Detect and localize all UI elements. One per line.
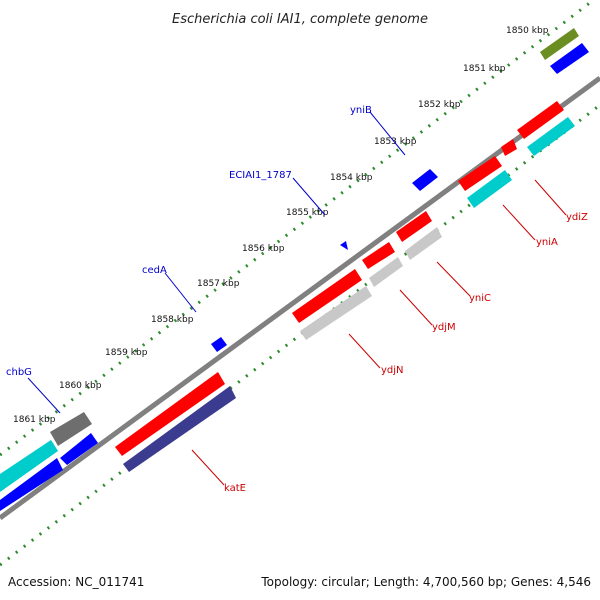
tick-label-1858: 1858 kbp (151, 315, 194, 325)
gene-blue-1850 (550, 43, 589, 74)
gene-dark-gray (50, 412, 92, 446)
reverse-strand-features (115, 101, 575, 472)
tick-label-1851: 1851 kbp (463, 64, 506, 74)
gene-ecia1787-arrow (340, 241, 348, 250)
gene-ydjn-gray (300, 286, 372, 340)
gene-labels: yniB ECIAI1_1787 cedA chbG ydiZ yniA yni… (6, 105, 588, 494)
leader-ynib (369, 111, 406, 156)
genome-backbone (0, 75, 600, 521)
forward-strand-features (0, 28, 589, 511)
scale-ruler-outer (0, 0, 596, 457)
gene-kate-red (115, 372, 225, 456)
gene-label-ydjm: ydjM (432, 322, 456, 333)
leader-ynic (436, 261, 471, 297)
gene-label-ydjn: ydjN (381, 365, 404, 376)
tick-label-1854: 1854 kbp (330, 173, 373, 183)
leader-kate (191, 449, 225, 486)
scale-tick-labels: 1850 kbp 1851 kbp 1852 kbp 1853 kbp 1854… (13, 26, 549, 425)
gene-label-ynib: yniB (350, 105, 372, 116)
leader-ynia (502, 204, 536, 241)
gene-blue-chbg (60, 433, 98, 465)
gene-cyan-ydiz (527, 117, 575, 156)
gene-label-ydiz: ydiZ (566, 212, 588, 223)
gene-ydjn-red (292, 269, 362, 323)
leader-ydjm (399, 289, 433, 326)
gene-ynic-red (396, 211, 432, 242)
tick-label-1853: 1853 kbp (374, 137, 417, 147)
gene-label-kate: katE (224, 483, 246, 494)
tick-label-1850: 1850 kbp (506, 26, 549, 36)
gene-ynic-gray (405, 227, 442, 260)
gene-olive-1850 (540, 28, 579, 60)
tick-label-1852: 1852 kbp (418, 100, 461, 110)
tick-label-1857: 1857 kbp (197, 279, 240, 289)
leader-ecia1787 (292, 177, 326, 216)
leader-ydjn (348, 333, 381, 369)
gene-label-ynia: yniA (536, 237, 558, 248)
gene-ydjm-red (362, 242, 395, 269)
gene-ynib-arrow (412, 169, 438, 191)
leader-chbg (27, 377, 61, 414)
tick-label-1855: 1855 kbp (286, 208, 329, 218)
tick-label-1861: 1861 kbp (13, 415, 56, 425)
gene-ydiz-small (501, 139, 517, 156)
gene-label-chbg: chbG (6, 367, 32, 378)
genome-summary-text: Topology: circular; Length: 4,700,560 bp… (260, 575, 591, 589)
gene-blue-left (0, 458, 63, 511)
tick-label-1860: 1860 kbp (59, 381, 102, 391)
map-title: Escherichia coli IAI1, complete genome (172, 12, 428, 27)
gene-label-ecia1787: ECIAI1_1787 (229, 170, 292, 181)
tick-label-1859: 1859 kbp (105, 348, 148, 358)
gene-cyan-left (0, 440, 58, 492)
tick-label-1856: 1856 kbp (242, 244, 285, 254)
gene-ceda-arrow (211, 337, 227, 352)
gene-label-ynic: yniC (469, 293, 491, 304)
scale-ruler-inner (0, 103, 600, 567)
gene-ynia (458, 156, 502, 191)
accession-text: Accession: NC_011741 (8, 575, 144, 589)
gene-ydiz (517, 101, 564, 139)
gene-cyan-ynia (467, 170, 512, 208)
leader-ydiz (534, 179, 567, 216)
label-leaders (27, 111, 567, 486)
gene-kate-navy (123, 386, 236, 472)
leader-ceda (164, 272, 197, 313)
gene-ydjm-gray (369, 257, 403, 287)
gene-label-ceda: cedA (142, 265, 167, 276)
